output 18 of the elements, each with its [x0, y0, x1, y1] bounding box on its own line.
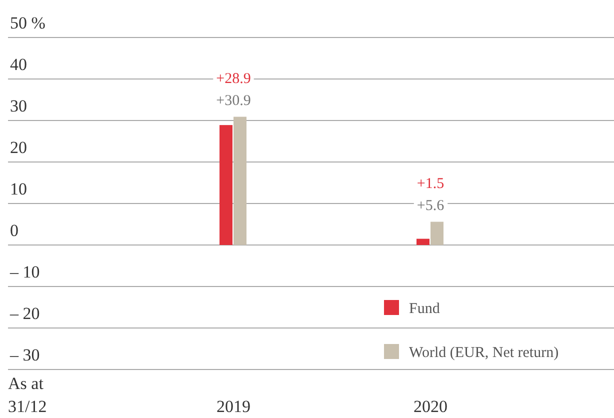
x-tick-label: 2019	[216, 397, 250, 416]
data-label: +1.5	[416, 176, 444, 192]
y-tick-label: 50 %	[10, 14, 46, 32]
legend-label: Fund	[409, 301, 440, 317]
legend-label: World (EUR, Net return)	[409, 345, 559, 361]
y-tick-label: – 30	[9, 346, 40, 364]
y-tick-label: – 20	[9, 304, 40, 323]
y-tick-label: 20	[10, 138, 27, 157]
y-tick-label: 10	[10, 180, 27, 198]
data-label: +28.9	[216, 70, 251, 87]
y-tick-label: 0	[10, 221, 18, 240]
y-tick-label: 40	[10, 55, 27, 74]
data-label: +30.9	[216, 92, 251, 109]
y-tick-label: – 10	[9, 262, 40, 282]
x-axis-title: As at 31/12	[8, 374, 47, 416]
data-label: +5.6	[416, 198, 445, 214]
y-tick-label: 30	[10, 96, 27, 116]
x-tick-label: 2020	[414, 397, 448, 416]
